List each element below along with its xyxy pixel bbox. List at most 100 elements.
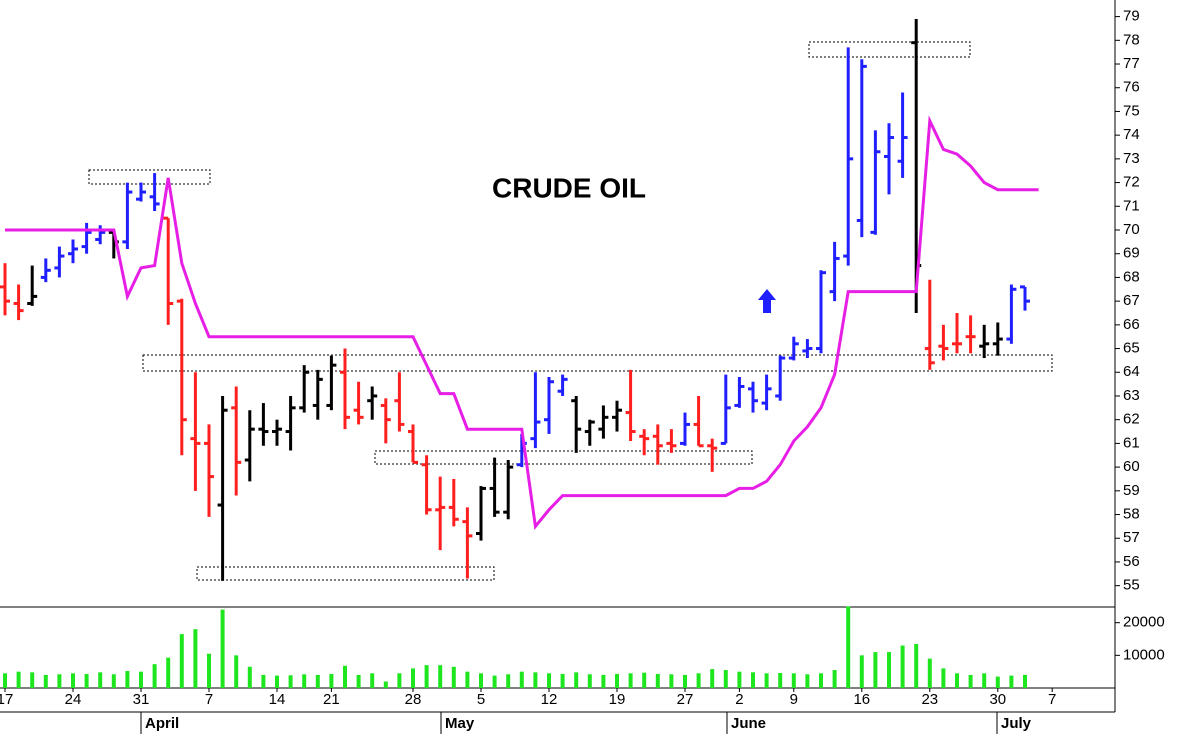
y-tick-label: 58: [1123, 505, 1140, 522]
volume-bar: [655, 673, 660, 688]
volume-bar: [383, 681, 388, 688]
x-tick-label: 27: [677, 691, 694, 708]
volume-bar: [615, 673, 619, 688]
volume-bar: [519, 671, 524, 688]
volume-bar: [397, 673, 402, 688]
volume-bar: [955, 673, 959, 688]
y-tick-label: 72: [1123, 174, 1140, 191]
y-tick-label: 61: [1123, 434, 1140, 451]
volume-bar: [737, 671, 742, 688]
volume-bar: [574, 672, 579, 688]
x-tick-label: 12: [541, 691, 558, 708]
volume-bar: [370, 673, 375, 688]
y-tick-label: 68: [1123, 268, 1140, 285]
volume-bar: [968, 674, 973, 688]
volume-bar: [43, 674, 48, 688]
month-label: May: [445, 715, 475, 732]
y-tick-label: 57: [1123, 529, 1140, 546]
range-box: [142, 354, 1053, 372]
y-tick-label: 75: [1123, 102, 1140, 119]
volume-bar: [642, 672, 647, 688]
volume-bar: [791, 673, 796, 688]
y2-tick-label: 20000: [1123, 614, 1165, 631]
y-tick-label: 55: [1123, 577, 1140, 594]
y-tick-label: 77: [1123, 55, 1140, 72]
x-tick-label: 24: [65, 691, 82, 708]
x-tick-label: 17: [0, 691, 13, 708]
volume-bar: [98, 672, 103, 688]
volume-bar: [533, 672, 538, 688]
volume-bar: [710, 669, 715, 688]
y-tick-label: 73: [1123, 150, 1140, 167]
volume-bar: [764, 673, 769, 688]
volume-bar: [30, 672, 35, 688]
volume-bar: [832, 670, 837, 688]
volume-bar: [696, 673, 701, 688]
volume-bar: [329, 673, 334, 688]
volume-bar: [465, 671, 470, 688]
volume-bar: [995, 676, 1000, 688]
y-tick-label: 56: [1123, 553, 1140, 570]
x-tick-label: 30: [989, 691, 1006, 708]
volume-bar: [166, 657, 171, 688]
x-tick-label: 14: [269, 691, 286, 708]
volume-bar: [71, 673, 75, 688]
x-tick-label: 31: [133, 691, 150, 708]
volume-bar: [207, 653, 211, 688]
x-tick-label: 19: [609, 691, 626, 708]
y-tick-label: 65: [1123, 340, 1140, 357]
volume-bar: [982, 673, 987, 688]
x-tick-label: 21: [323, 691, 340, 708]
volume-bar: [900, 645, 905, 688]
y-tick-label: 59: [1123, 482, 1140, 499]
volume-bar: [819, 673, 823, 688]
y-tick-label: 64: [1123, 363, 1140, 380]
volume-bar: [887, 652, 891, 688]
volume-bar: [723, 670, 728, 688]
range-box: [808, 41, 971, 58]
volume-bar: [139, 671, 143, 688]
range-box: [88, 169, 211, 185]
volume-bar: [424, 665, 429, 688]
x-tick-label: 7: [1048, 691, 1056, 708]
volume-bar: [927, 658, 932, 688]
volume-bar: [152, 664, 157, 688]
volume-bar: [193, 629, 198, 688]
y-tick-label: 79: [1123, 8, 1140, 25]
volume-bar: [914, 643, 919, 688]
volume-bar: [125, 671, 130, 688]
volume-bar: [492, 675, 497, 688]
volume-bar: [356, 674, 361, 688]
volume-bar: [220, 609, 225, 688]
volume-bar: [84, 673, 89, 688]
volume-bar: [179, 634, 184, 688]
volume-bar: [859, 655, 864, 688]
month-label: June: [731, 715, 766, 732]
x-tick-label: 2: [735, 691, 743, 708]
y-tick-label: 76: [1123, 79, 1140, 96]
volume-bar: [846, 606, 851, 688]
x-tick-label: 16: [853, 691, 870, 708]
x-tick-label: 9: [790, 691, 798, 708]
x-tick-label: 7: [205, 691, 213, 708]
volume-bar: [302, 674, 307, 688]
volume-bar: [873, 652, 878, 688]
volume-bar: [628, 673, 633, 688]
volume-bar: [57, 674, 62, 688]
volume-bar: [506, 674, 511, 688]
volume-bar: [411, 668, 415, 688]
y-tick-label: 69: [1123, 245, 1140, 262]
volume-bar: [261, 674, 266, 688]
x-tick-label: 5: [477, 691, 485, 708]
volume-bar: [315, 674, 320, 688]
volume-bar: [1023, 674, 1027, 688]
volume-bar: [16, 671, 21, 688]
volume-bar: [343, 665, 347, 688]
volume-bar: [805, 674, 810, 688]
volume-bar: [3, 673, 7, 688]
x-tick-label: 23: [921, 691, 938, 708]
volume-bar: [587, 674, 592, 688]
volume-bar: [683, 674, 687, 688]
stop-line: [5, 115, 1039, 531]
